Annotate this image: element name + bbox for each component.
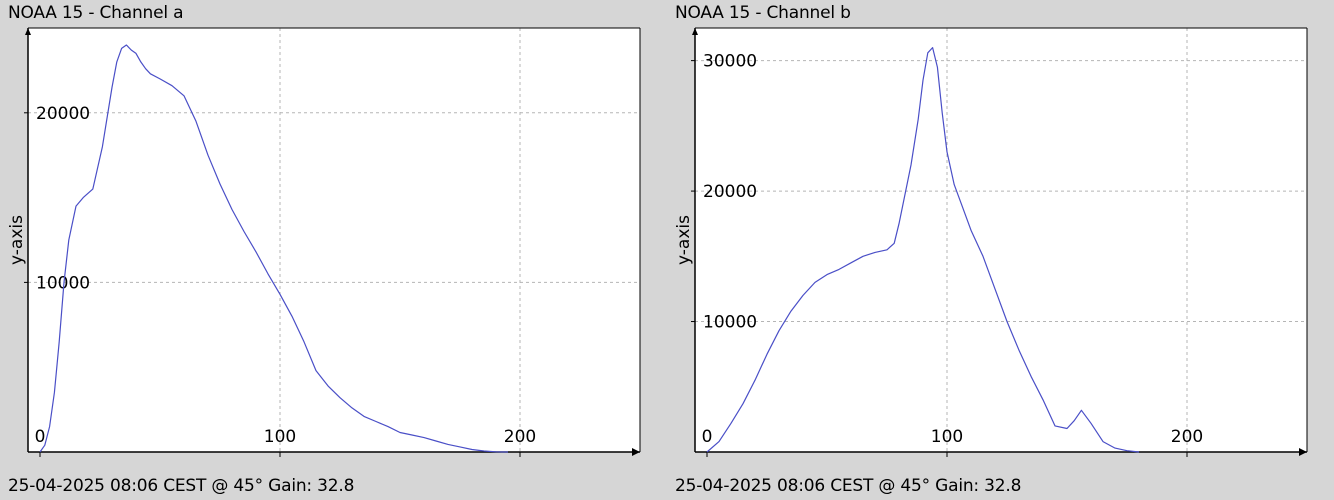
plot-channel-a: 0 100 200 10000 20000 y-axis bbox=[7, 27, 641, 457]
chart-title: NOAA 15 - Channel a bbox=[8, 3, 184, 23]
y-axis-label: y-axis bbox=[7, 215, 27, 265]
x-tick-label: 200 bbox=[1171, 427, 1203, 447]
x-axis-arrow bbox=[1299, 448, 1307, 456]
series-line bbox=[39, 44, 509, 453]
chart-footer: 25-04-2025 08:06 CEST @ 45° Gain: 32.8 bbox=[675, 476, 1022, 496]
y-tick-label: 20000 bbox=[36, 104, 90, 124]
y-axis-arrow bbox=[25, 28, 31, 35]
x-tick-label: 200 bbox=[504, 427, 536, 447]
x-tick-label: 100 bbox=[264, 427, 296, 447]
y-tick-label: 30000 bbox=[703, 52, 757, 72]
plot-area bbox=[28, 28, 640, 452]
y-tick-label: 10000 bbox=[703, 313, 757, 333]
y-axis-arrow bbox=[692, 28, 698, 35]
chart-panel-channel-a: NOAA 15 - Channel a 0 100 200 10000 20000 y-a… bbox=[7, 3, 641, 496]
x-tick-label: 0 bbox=[702, 427, 713, 447]
y-tick-label: 10000 bbox=[36, 273, 90, 293]
y-axis-label: y-axis bbox=[674, 215, 694, 265]
chart-panel-channel-b: NOAA 15 - Channel b 0 100 200 10000 20000 300… bbox=[667, 0, 1334, 500]
x-tick-label: 100 bbox=[931, 427, 963, 447]
y-tick-label: 20000 bbox=[703, 182, 757, 202]
x-axis-arrow bbox=[632, 448, 640, 456]
plot-area bbox=[695, 28, 1307, 452]
x-tick-label: 0 bbox=[35, 427, 46, 447]
plot-channel-b: 0 100 200 10000 20000 30000 y-axis bbox=[674, 27, 1308, 457]
series-line bbox=[706, 46, 1140, 453]
chart-title: NOAA 15 - Channel b bbox=[675, 3, 851, 23]
chart-footer: 25-04-2025 08:06 CEST @ 45° Gain: 32.8 bbox=[8, 476, 355, 496]
